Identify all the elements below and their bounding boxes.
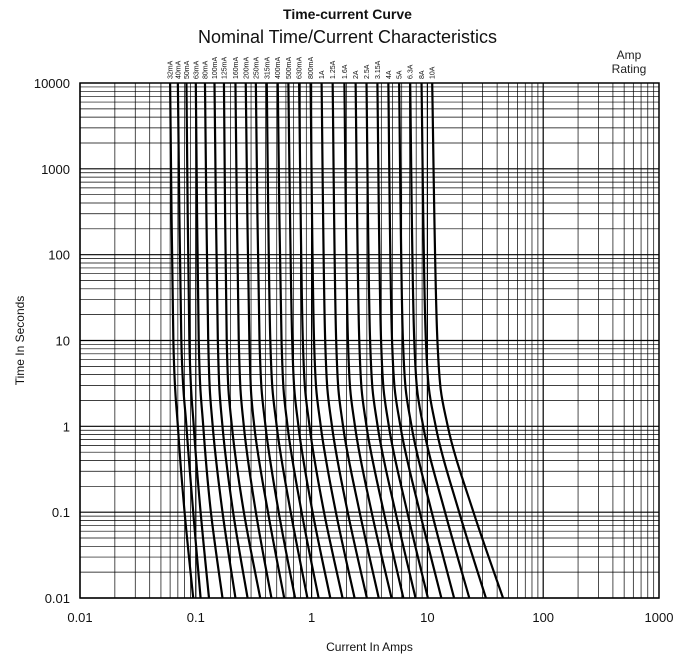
amp-rating-legend-title: Amp Rating [611, 48, 647, 76]
curve-1.6A [343, 82, 393, 599]
curve-2.5A [365, 82, 417, 599]
rating-label-200mA: 200mA [243, 56, 250, 79]
curve-63mA [194, 82, 224, 599]
curve-6.3A [409, 82, 471, 599]
rating-label-3.15A: 3.15A [375, 60, 382, 79]
rating-label-800mA: 800mA [308, 56, 315, 79]
curve-4A [387, 82, 443, 599]
x-tick-label: 0.01 [67, 610, 92, 625]
rating-label-4A: 4A [386, 70, 393, 79]
x-tick-label: 1000 [645, 610, 674, 625]
rating-label-2A: 2A [353, 70, 360, 79]
rating-label-1.25A: 1.25A [330, 60, 337, 79]
x-tick-label: 1 [308, 610, 315, 625]
curve-315mA [265, 82, 309, 599]
rating-label-160mA: 160mA [233, 56, 240, 79]
rating-label-8A: 8A [419, 70, 426, 79]
curve-50mA [185, 82, 211, 599]
rating-label-100mA: 100mA [212, 56, 219, 79]
curve-80mA [203, 82, 237, 599]
curve-630mA [298, 82, 344, 599]
x-tick-label: 10 [420, 610, 434, 625]
curve-125mA [222, 82, 262, 599]
curve-1A [320, 82, 368, 599]
curve-1.25A [331, 82, 380, 599]
rating-label-32mA: 32mA [168, 60, 175, 79]
y-tick-label: 1000 [41, 162, 70, 177]
chart-title: Time-current Curve [283, 6, 412, 22]
curve-200mA [244, 82, 286, 599]
rating-label-250mA: 250mA [253, 56, 260, 79]
curve-500mA [287, 82, 332, 599]
amp-rating-labels: 32mA 40mA 50mA 63mA 80mA 100mA 125mA 160mA 200mA… [168, 56, 437, 79]
y-tick-label: 10000 [34, 76, 70, 91]
y-tick-label: 100 [48, 248, 70, 263]
curve-250mA [254, 82, 297, 599]
curve-40mA [176, 82, 202, 599]
rating-label-1.6A: 1.6A [342, 64, 349, 79]
x-tick-label: 100 [532, 610, 554, 625]
curve-3.15A [376, 82, 429, 599]
rating-label-630mA: 630mA [297, 56, 304, 79]
fuse-curves [169, 82, 505, 599]
y-tick-labels: 0.01 0.1 1 10 100 1000 10000 [34, 76, 70, 606]
rating-label-50mA: 50mA [184, 60, 191, 79]
rating-label-2.5A: 2.5A [364, 64, 371, 79]
rating-label-40mA: 40mA [175, 60, 182, 79]
rating-label-1A: 1A [319, 70, 326, 79]
rating-label-500mA: 500mA [286, 56, 293, 79]
rating-label-63mA: 63mA [193, 60, 200, 79]
curve-800mA [309, 82, 356, 599]
curve-10A [431, 82, 505, 599]
plot-frame [79, 82, 660, 599]
rating-label-5A: 5A [397, 70, 404, 79]
y-tick-label: 10 [56, 334, 70, 349]
x-tick-labels: 0.01 0.1 1 10 100 1000 [67, 610, 673, 625]
rating-label-315mA: 315mA [264, 56, 271, 79]
curve-8A [420, 82, 487, 599]
rating-label-80mA: 80mA [202, 60, 209, 79]
x-tick-label: 0.1 [187, 610, 205, 625]
rating-label-400mA: 400mA [275, 56, 282, 79]
y-tick-label: 0.01 [45, 591, 70, 606]
y-tick-label: 0.1 [52, 505, 70, 520]
x-axis-label: Current In Amps [326, 640, 413, 654]
curve-160mA [234, 82, 273, 599]
rating-label-10A: 10A [430, 66, 437, 79]
rating-label-125mA: 125mA [221, 56, 228, 79]
chart-subtitle: Nominal Time/Current Characteristics [197, 27, 498, 47]
rating-label-6.3A: 6.3A [408, 64, 415, 79]
curve-400mA [276, 82, 320, 599]
y-axis-label: Time In Seconds [13, 296, 27, 386]
curve-32mA [169, 82, 195, 599]
curve-5A [398, 82, 456, 599]
curve-2A [354, 82, 405, 599]
curve-100mA [213, 82, 249, 599]
y-tick-label: 1 [63, 419, 70, 434]
